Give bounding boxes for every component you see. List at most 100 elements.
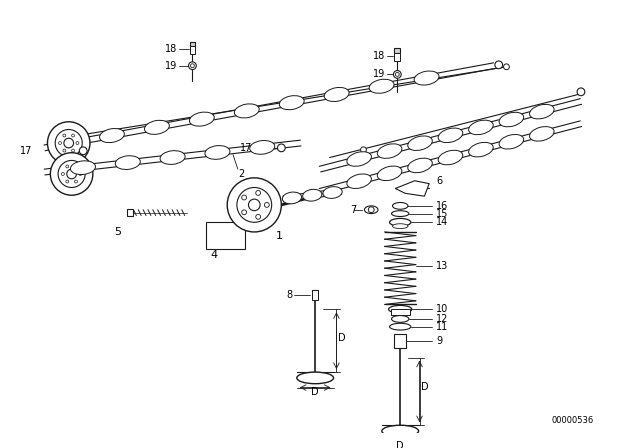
Circle shape xyxy=(447,132,454,139)
Circle shape xyxy=(58,160,85,188)
Text: 15: 15 xyxy=(436,209,449,219)
Circle shape xyxy=(66,165,68,168)
Ellipse shape xyxy=(279,96,304,110)
Ellipse shape xyxy=(390,323,411,330)
Text: 16: 16 xyxy=(436,201,448,211)
Polygon shape xyxy=(396,181,429,196)
Circle shape xyxy=(74,165,77,168)
Ellipse shape xyxy=(364,206,378,214)
Ellipse shape xyxy=(382,425,419,437)
Ellipse shape xyxy=(392,211,409,216)
Circle shape xyxy=(538,130,545,137)
Ellipse shape xyxy=(250,141,275,154)
Ellipse shape xyxy=(205,146,230,159)
Circle shape xyxy=(242,195,246,200)
Circle shape xyxy=(64,138,74,148)
Ellipse shape xyxy=(438,128,463,142)
Ellipse shape xyxy=(408,136,432,151)
Circle shape xyxy=(124,159,131,166)
Circle shape xyxy=(330,190,335,195)
Ellipse shape xyxy=(303,190,322,201)
Circle shape xyxy=(394,70,401,78)
Circle shape xyxy=(47,122,90,164)
Circle shape xyxy=(423,75,430,82)
Bar xyxy=(206,222,244,250)
Ellipse shape xyxy=(414,71,439,85)
Circle shape xyxy=(76,142,79,145)
Circle shape xyxy=(198,116,205,122)
Ellipse shape xyxy=(323,187,342,198)
Circle shape xyxy=(386,148,393,155)
Ellipse shape xyxy=(189,112,214,126)
Ellipse shape xyxy=(529,104,554,119)
Text: 6: 6 xyxy=(436,176,442,186)
Circle shape xyxy=(417,140,424,146)
Circle shape xyxy=(239,219,246,226)
Text: 12: 12 xyxy=(436,314,449,324)
Text: 2: 2 xyxy=(238,169,244,179)
Circle shape xyxy=(477,124,484,131)
Text: 14: 14 xyxy=(436,217,448,227)
Ellipse shape xyxy=(100,129,124,142)
Circle shape xyxy=(577,88,585,96)
Ellipse shape xyxy=(297,372,333,383)
Circle shape xyxy=(63,134,66,137)
Text: 7: 7 xyxy=(350,205,356,215)
Ellipse shape xyxy=(145,121,170,134)
Ellipse shape xyxy=(388,306,412,313)
Circle shape xyxy=(289,195,295,201)
Circle shape xyxy=(264,202,269,207)
Text: 19: 19 xyxy=(165,61,178,71)
Text: 18: 18 xyxy=(373,51,385,61)
Circle shape xyxy=(72,134,74,137)
Text: 5: 5 xyxy=(114,227,121,237)
Circle shape xyxy=(538,108,545,115)
Ellipse shape xyxy=(438,150,463,165)
Ellipse shape xyxy=(392,224,408,228)
Circle shape xyxy=(191,64,195,68)
Text: 10: 10 xyxy=(436,304,448,314)
Bar xyxy=(189,42,195,47)
Bar xyxy=(312,290,318,300)
Circle shape xyxy=(248,199,260,211)
Circle shape xyxy=(74,180,77,183)
Ellipse shape xyxy=(468,120,493,135)
Circle shape xyxy=(61,172,65,176)
Text: 00000536: 00000536 xyxy=(552,416,594,425)
Ellipse shape xyxy=(378,144,402,158)
Text: D: D xyxy=(339,333,346,343)
Ellipse shape xyxy=(324,87,349,102)
Bar xyxy=(394,48,400,53)
Circle shape xyxy=(243,108,250,114)
Circle shape xyxy=(396,73,399,76)
Circle shape xyxy=(63,149,66,152)
Circle shape xyxy=(79,147,87,155)
Text: D: D xyxy=(422,382,429,392)
Text: 19: 19 xyxy=(373,69,385,79)
Circle shape xyxy=(356,178,362,185)
Circle shape xyxy=(59,142,61,145)
Text: 8: 8 xyxy=(286,290,292,300)
Bar xyxy=(127,209,134,216)
Ellipse shape xyxy=(499,112,524,127)
Circle shape xyxy=(333,91,340,98)
Ellipse shape xyxy=(115,156,140,169)
Text: 11: 11 xyxy=(436,322,448,332)
Text: 17: 17 xyxy=(20,146,33,156)
Ellipse shape xyxy=(392,315,409,322)
Circle shape xyxy=(508,116,515,123)
Circle shape xyxy=(508,138,515,145)
Bar xyxy=(394,334,406,348)
Ellipse shape xyxy=(70,161,95,175)
Bar xyxy=(189,47,195,54)
Circle shape xyxy=(447,154,454,161)
Circle shape xyxy=(378,83,385,90)
Ellipse shape xyxy=(378,166,402,181)
Circle shape xyxy=(360,147,366,153)
Circle shape xyxy=(154,124,160,131)
Ellipse shape xyxy=(408,158,432,172)
Circle shape xyxy=(237,188,271,222)
Bar xyxy=(394,53,400,61)
Ellipse shape xyxy=(234,104,259,118)
Circle shape xyxy=(55,129,83,156)
